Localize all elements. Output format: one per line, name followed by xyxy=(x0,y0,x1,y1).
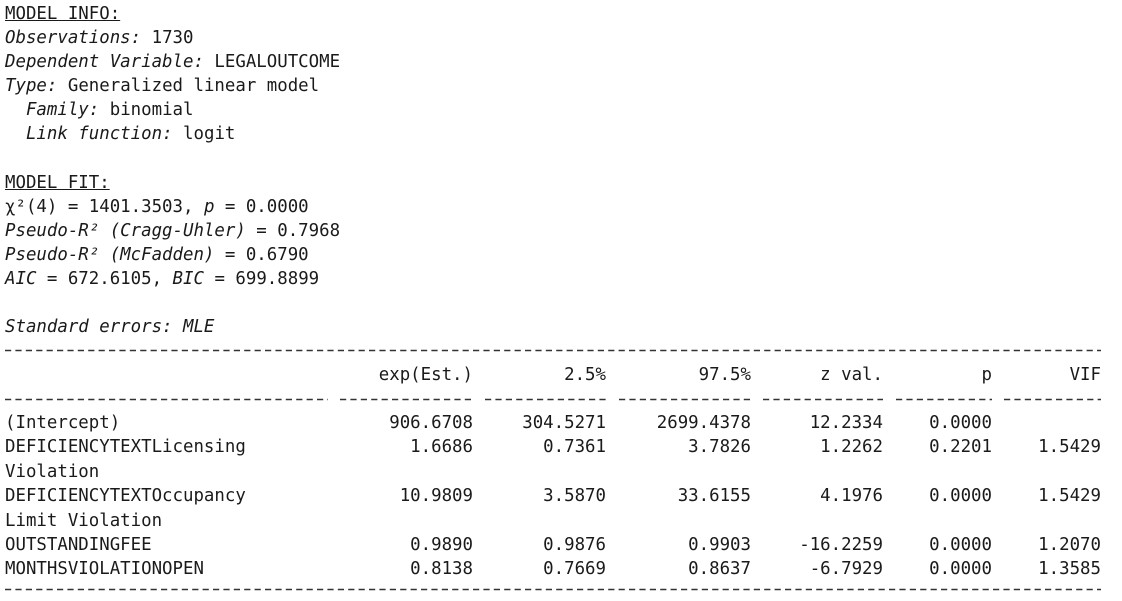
cell-ci-upper: 2699.4378 xyxy=(656,413,751,433)
cragg-value: = 0.7968 xyxy=(245,221,341,241)
model-info-heading: MODEL INFO: xyxy=(5,4,121,24)
cell-z-value: 4.1976 xyxy=(820,486,883,507)
row-term: MONTHSVIOLATIONOPEN xyxy=(5,559,204,580)
mcfadden-label: Pseudo-R² (McFadden) xyxy=(5,245,215,265)
cell-exp-est: 906.6708 xyxy=(389,413,473,433)
chi-square-text: χ²(4) = 1401.3503, xyxy=(5,197,204,217)
cell-p-value: 0.0000 xyxy=(929,413,992,433)
aic-label: AIC xyxy=(5,269,37,289)
cell-vif: 1.5429 xyxy=(1038,437,1101,458)
table-top-rule xyxy=(5,338,1101,362)
header-vif: VIF xyxy=(1069,365,1101,385)
chi-square-line: χ²(4) = 1401.3503, p = 0.0000 xyxy=(5,195,309,219)
type-label: Type: xyxy=(5,76,58,96)
mcfadden-value: = 0.6790 xyxy=(214,245,309,265)
cell-p-value: 0.0000 xyxy=(929,486,992,507)
cell-ci-lower: 304.5271 xyxy=(522,413,606,433)
cell-exp-est: 0.9890 xyxy=(410,535,473,555)
cell-z-value: -16.2259 xyxy=(799,535,883,555)
header-separator-rule xyxy=(5,387,1101,411)
family-value: binomial xyxy=(109,100,194,120)
cell-ci-lower: 0.9876 xyxy=(543,535,606,555)
cell-z-value: -6.7929 xyxy=(809,559,883,580)
observations-line: Observations: 1730 xyxy=(5,26,194,50)
row-term: Violation xyxy=(5,461,100,482)
header-exp-est: exp(Est.) xyxy=(378,365,473,385)
dependent-label: Dependent Variable: xyxy=(5,52,204,72)
standard-errors-line: Standard errors: MLE xyxy=(5,317,215,337)
cell-exp-est: 1.6686 xyxy=(410,437,473,458)
aic-value: = 672.6105, xyxy=(36,269,173,289)
cell-p-value: 0.2201 xyxy=(929,437,992,458)
cragg-uhler-line: Pseudo-R² (Cragg-Uhler) = 0.7968 xyxy=(5,219,340,243)
cell-ci-upper: 0.8637 xyxy=(688,559,751,580)
row-term: OUTSTANDINGFEE xyxy=(5,535,152,555)
aic-bic-line: AIC = 672.6105, BIC = 699.8899 xyxy=(5,267,319,291)
bic-label: BIC xyxy=(172,269,204,289)
cell-z-value: 1.2262 xyxy=(820,437,883,458)
header-p-value: p xyxy=(981,365,992,385)
cell-z-value: 12.2334 xyxy=(809,413,883,433)
cell-p-value: 0.0000 xyxy=(929,535,992,555)
row-term: DEFICIENCYTEXTOccupancy xyxy=(5,486,246,507)
cell-vif: 1.5429 xyxy=(1038,486,1101,507)
link-line: Link function: logit xyxy=(5,122,235,146)
header-ci-lower: 2.5% xyxy=(564,365,606,385)
observations-value: 1730 xyxy=(151,28,194,48)
p-label: p xyxy=(203,197,215,217)
row-term: DEFICIENCYTEXTLicensing xyxy=(5,437,246,458)
cell-ci-upper: 0.9903 xyxy=(688,535,751,555)
cell-ci-lower: 0.7669 xyxy=(543,559,606,580)
link-value: logit xyxy=(183,124,236,144)
dependent-line: Dependent Variable: LEGALOUTCOME xyxy=(5,50,340,74)
cell-ci-lower: 0.7361 xyxy=(543,437,606,458)
cell-ci-upper: 3.7826 xyxy=(688,437,751,458)
type-line: Type: Generalized linear model xyxy=(5,74,319,98)
model-fit-heading: MODEL FIT: xyxy=(5,173,110,193)
row-term: (Intercept) xyxy=(5,413,121,433)
table-bottom-rule xyxy=(5,577,1101,601)
header-ci-upper: 97.5% xyxy=(698,365,751,385)
link-label: Link function: xyxy=(25,124,173,144)
cell-vif: 1.2070 xyxy=(1038,535,1101,555)
family-label: Family: xyxy=(25,100,100,120)
cell-p-value: 0.0000 xyxy=(929,559,992,580)
family-line: Family: binomial xyxy=(5,98,194,122)
cell-ci-lower: 3.5870 xyxy=(543,486,606,507)
type-value: Generalized linear model xyxy=(67,76,320,96)
observations-label: Observations: xyxy=(5,28,142,48)
cell-exp-est: 0.8138 xyxy=(410,559,473,580)
mcfadden-line: Pseudo-R² (McFadden) = 0.6790 xyxy=(5,243,309,267)
cragg-label: Pseudo-R² (Cragg-Uhler) xyxy=(5,221,246,241)
row-term: Limit Violation xyxy=(5,510,163,531)
cell-ci-upper: 33.6155 xyxy=(677,486,751,507)
header-z-value: z val. xyxy=(820,365,883,385)
bic-value: = 699.8899 xyxy=(203,269,320,289)
cell-exp-est: 10.9809 xyxy=(399,486,473,507)
chi-p-value: = 0.0000 xyxy=(214,197,309,217)
dependent-value: LEGALOUTCOME xyxy=(214,52,341,72)
cell-vif: 1.3585 xyxy=(1038,559,1101,580)
